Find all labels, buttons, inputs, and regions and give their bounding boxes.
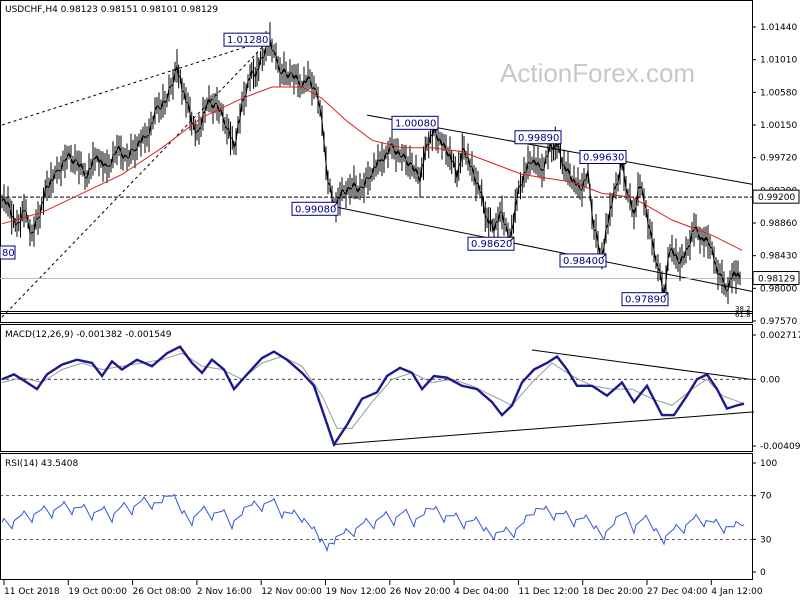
price-label: 1.01280: [227, 35, 268, 46]
price-label-connector: [509, 236, 515, 242]
rsi-tick-label: 0: [760, 568, 766, 578]
macd-panel: [0, 324, 753, 452]
channel-lower-line: [331, 205, 753, 292]
left-price-label: 80: [2, 248, 15, 259]
macd-tick-label: 0.002717: [760, 331, 800, 341]
x-tick-label: 4 Jan 12:00: [711, 587, 763, 597]
price-label: 0.99630: [583, 153, 624, 164]
fib-label-61.8: 61.8: [735, 311, 751, 319]
price-layer: 1.01440 1.01010 1.00580 1.00150 0.99720 0.992…: [0, 22, 800, 327]
left-price-label-box: [0, 245, 16, 260]
price-tick-label: 0.98000: [760, 284, 797, 294]
price-label-connector: [663, 292, 669, 298]
level-badge: 0.99200: [758, 193, 795, 203]
price-tick-label: 0.97570: [760, 317, 797, 327]
price-label-box: [391, 115, 439, 130]
price-label: 1.00080: [395, 118, 436, 129]
price-tick-label: 1.01440: [760, 23, 797, 33]
price-label-box: [291, 201, 339, 216]
rsi-line: [1, 493, 745, 553]
dashed-trendline-lower: [1, 38, 271, 318]
x-tick-label: 2 Nov 16:00: [197, 587, 252, 597]
price-tick-label: 1.00580: [760, 88, 797, 98]
dashed-trendline-upper: [1, 38, 271, 126]
current-price-badge: 0.98129: [758, 275, 795, 285]
price-title: USDCHF,H4 0.98123 0.98151 0.98101 0.9812…: [5, 5, 218, 15]
price-label: 0.97890: [625, 295, 666, 306]
x-tick-label: 26 Oct 08:00: [133, 587, 192, 597]
price-label-box: [514, 130, 562, 145]
price-tick-label: 1.00150: [760, 121, 797, 131]
price-tick-label: 0.98860: [760, 219, 797, 229]
macd-layer: 0.002717 0.00 -0.004093: [0, 331, 800, 452]
price-label: 0.99080: [295, 204, 336, 215]
x-tick-label: 11 Dec 12:00: [518, 587, 579, 597]
macd-trendline: [333, 411, 755, 445]
price-label: 0.98400: [563, 256, 604, 267]
rsi-title: RSI(14) 43.5408: [5, 459, 78, 469]
x-tick-label: 12 Nov 00:00: [261, 587, 322, 597]
rsi-tick-label: 100: [760, 459, 777, 469]
rsi-tick-label: 70: [760, 492, 772, 502]
macd-title: MACD(12,26,9) -0.001382 -0.001549: [5, 330, 172, 340]
price-label-box: [467, 236, 515, 251]
current-price-badge-box: [752, 271, 800, 286]
price-label-box: [621, 292, 669, 307]
price-tick-label: 0.99720: [760, 154, 797, 164]
moving-average-line: [1, 86, 743, 251]
x-axis: 11 Oct 2018 19 Oct 00:00 26 Oct 08:00 2 Nov…: [3, 580, 763, 597]
price-label-connector: [621, 163, 627, 165]
price-tick-label: 0.98430: [760, 252, 797, 262]
fib-label-38.2: 38.2: [735, 305, 751, 313]
macd-line: [1, 345, 745, 448]
price-label-box: [559, 253, 607, 268]
price-label-connector: [601, 253, 607, 259]
x-tick-label: 19 Oct 00:00: [68, 587, 127, 597]
rsi-layer: 100 70 30 0: [0, 459, 777, 578]
rsi-tick-label: 30: [760, 535, 772, 545]
watermark: ActionForex.com: [500, 58, 695, 88]
price-label-connector: [333, 201, 339, 207]
x-tick-label: 4 Dec 04:00: [454, 587, 509, 597]
x-tick-label: 11 Oct 2018: [4, 587, 60, 597]
level-badge-box: [752, 189, 800, 204]
price-label: 0.98620: [471, 239, 512, 250]
macd-tick-label: -0.004093: [760, 442, 800, 452]
x-tick-label: 18 Dec 20:00: [583, 587, 644, 597]
price-series-line: [1, 39, 741, 295]
macd-tick-label: 0.00: [760, 375, 780, 385]
price-label-connector: [433, 128, 439, 131]
x-tick-label: 26 Nov 20:00: [390, 587, 451, 597]
x-tick-label: 27 Dec 04:00: [647, 587, 708, 597]
price-label-connector: [556, 143, 562, 146]
macd-trendline: [531, 349, 751, 380]
price-tick-label: 1.01010: [760, 56, 797, 66]
price-label-box: [579, 150, 627, 165]
x-tick-label: 19 Nov 12:00: [326, 587, 387, 597]
price-label: 0.99890: [518, 133, 559, 144]
